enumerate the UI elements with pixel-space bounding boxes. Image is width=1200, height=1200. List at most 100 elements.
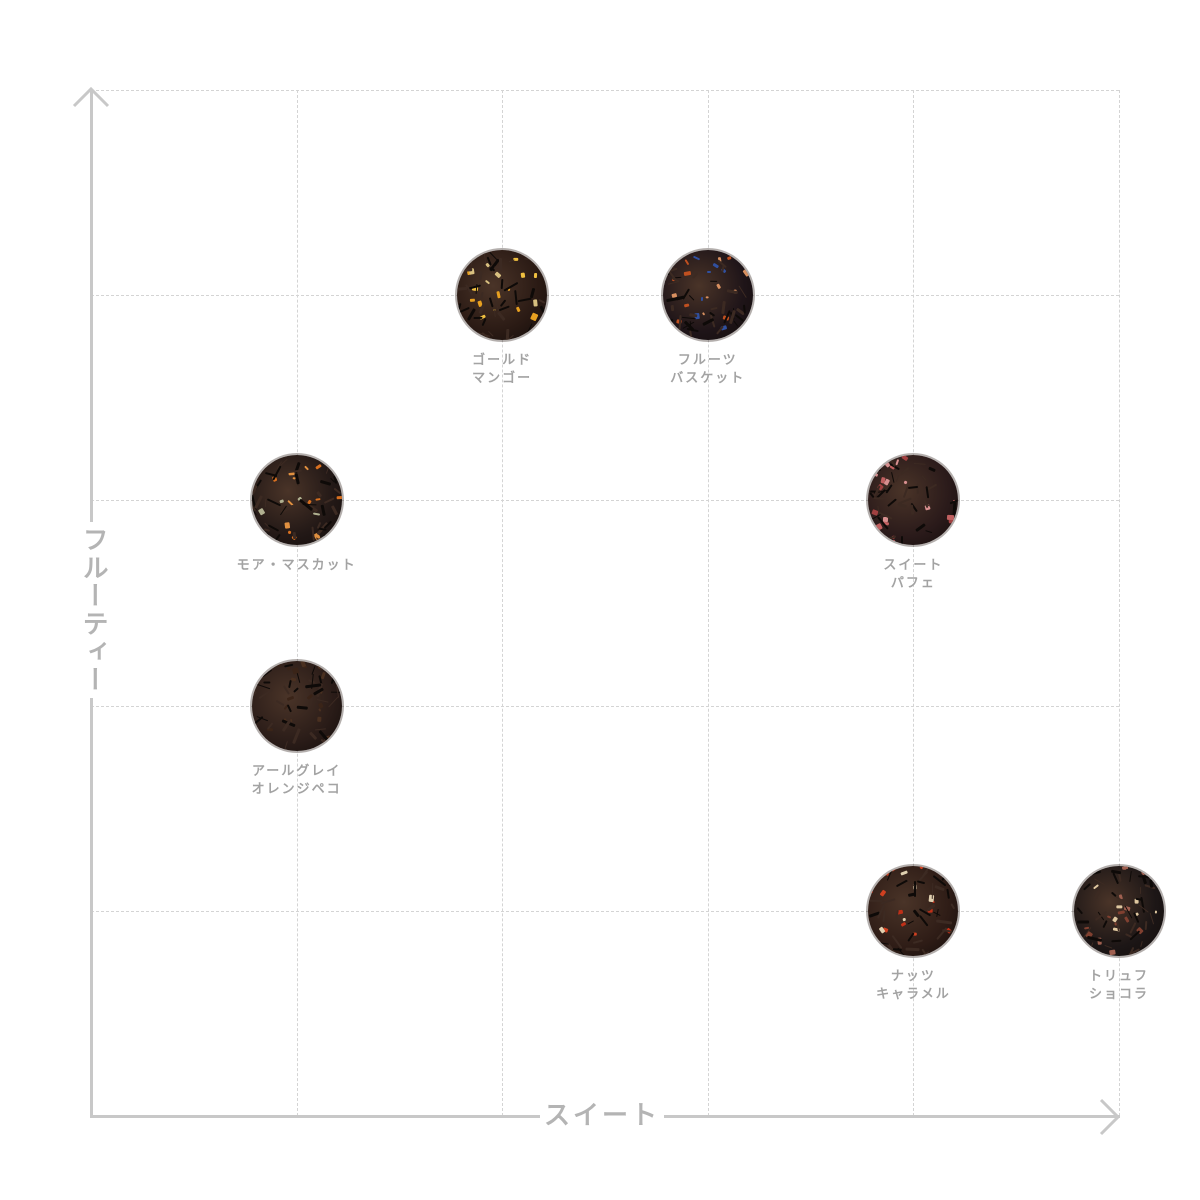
tea-speck xyxy=(524,257,538,261)
tea-speck xyxy=(705,296,709,299)
tea-point[interactable]: アールグレイ オレンジペコ xyxy=(217,660,377,799)
tea-speck xyxy=(288,679,292,688)
tea-speck xyxy=(314,497,321,501)
tea-speck xyxy=(943,538,947,542)
tea-speck xyxy=(1082,947,1088,953)
tea-speck xyxy=(539,304,548,317)
tea-speck xyxy=(913,463,926,466)
tea-speck xyxy=(670,333,683,337)
tea-speck xyxy=(508,259,515,263)
tea-speck xyxy=(900,922,907,928)
tea-label-line: バスケット xyxy=(670,371,746,387)
tea-speck xyxy=(316,490,323,498)
tea-speck xyxy=(314,463,322,470)
tea-speck xyxy=(683,303,690,308)
tea-speck xyxy=(252,531,256,545)
tea-speck xyxy=(1107,915,1112,920)
tea-speck xyxy=(494,271,502,279)
tea-speck xyxy=(876,941,890,945)
tea-speck xyxy=(1118,910,1126,915)
tea-speck xyxy=(936,919,953,924)
tea-speck xyxy=(709,307,718,311)
tea-speck xyxy=(534,272,538,279)
tea-speck xyxy=(738,285,748,298)
tea-speck xyxy=(681,316,696,320)
tea-label-line: キャラメル xyxy=(876,986,951,1002)
tea-speck xyxy=(691,272,698,279)
tea-speck xyxy=(321,504,326,516)
gridline-horizontal xyxy=(91,910,1119,912)
tea-speck xyxy=(328,696,339,707)
tea-point[interactable]: トリュフ ショコラ xyxy=(1039,865,1199,1004)
tea-speck xyxy=(263,681,270,683)
tea-speck xyxy=(933,884,945,892)
tea-speck xyxy=(901,535,904,546)
gridline-horizontal xyxy=(91,500,1119,502)
tea-label: スイート パフェ xyxy=(833,557,993,593)
tea-speck xyxy=(924,529,933,534)
tea-speck xyxy=(303,465,309,471)
tea-speck xyxy=(457,322,461,331)
tea-speck xyxy=(271,534,281,546)
tea-speck xyxy=(919,865,924,870)
tea-point[interactable]: ナッツ キャラメル xyxy=(833,865,993,1004)
tea-speck xyxy=(273,660,282,667)
tea-leaf-image xyxy=(251,660,342,751)
tea-speck xyxy=(318,702,325,709)
tea-point[interactable]: ゴールド マンゴー xyxy=(422,250,582,388)
tea-speck xyxy=(537,322,547,328)
tea-label-line: フルーツ xyxy=(677,353,738,369)
tea-speck xyxy=(950,902,956,909)
tea-speck xyxy=(901,455,909,462)
tea-speck xyxy=(480,292,484,299)
tea-speck xyxy=(1129,870,1133,883)
tea-point[interactable]: スイート パフェ xyxy=(833,455,993,593)
tea-speck xyxy=(943,458,952,462)
tea-speck xyxy=(330,661,337,670)
tea-speck xyxy=(284,522,291,530)
tea-speck xyxy=(467,308,477,321)
tea-speck xyxy=(688,294,695,301)
y-axis-label: フルーティー xyxy=(72,522,112,698)
tea-speck xyxy=(1094,890,1101,900)
tea-speck xyxy=(1139,887,1141,895)
tea-speck xyxy=(472,276,475,284)
tea-speck xyxy=(477,270,482,281)
tea-speck xyxy=(1111,939,1122,943)
tea-leaf-image xyxy=(457,250,548,341)
tea-label-line: ショコラ xyxy=(1088,986,1149,1002)
tea-speck xyxy=(895,475,900,483)
tea-speck xyxy=(868,459,881,472)
tea-speck xyxy=(282,741,288,751)
tea-speck xyxy=(890,471,895,483)
tea-speck xyxy=(1089,870,1101,876)
tea-speck xyxy=(266,497,282,507)
tea-speck xyxy=(710,281,718,283)
tea-speck xyxy=(488,296,494,308)
tea-speck xyxy=(336,496,342,500)
tea-speck xyxy=(700,297,704,302)
tea-speck xyxy=(312,512,320,517)
tea-point[interactable]: モア・マスカット xyxy=(217,455,377,575)
tea-speck xyxy=(287,530,292,535)
tea-speck xyxy=(952,501,957,516)
tea-speck xyxy=(1149,879,1154,888)
x-axis-arrow-icon xyxy=(1099,1098,1121,1136)
gridline-horizontal xyxy=(91,90,1119,91)
tea-speck xyxy=(326,466,330,474)
tea-point[interactable]: フルーツ バスケット xyxy=(628,250,788,388)
tea-speck xyxy=(670,304,675,312)
tea-speck xyxy=(265,741,279,749)
tea-speck xyxy=(262,457,269,463)
tea-speck xyxy=(316,716,322,722)
tea-speck xyxy=(481,318,486,327)
tea-speck xyxy=(1108,949,1116,956)
tea-speck xyxy=(948,935,956,941)
tea-speck xyxy=(251,484,258,494)
tea-speck xyxy=(692,255,700,261)
tea-speck xyxy=(1150,951,1160,956)
tea-speck xyxy=(497,310,506,321)
tea-speck xyxy=(309,731,318,741)
tea-speck xyxy=(469,253,475,268)
tea-speck xyxy=(251,743,260,751)
